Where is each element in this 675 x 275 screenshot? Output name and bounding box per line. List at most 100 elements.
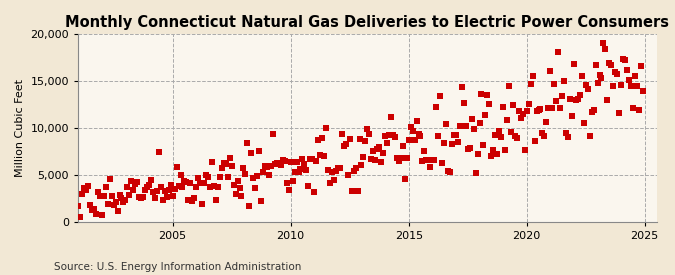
Point	[423, 158, 434, 163]
Point	[303, 184, 314, 189]
Point	[213, 185, 223, 189]
Point	[215, 175, 225, 179]
Point	[110, 200, 121, 205]
Point	[500, 147, 510, 152]
Point	[557, 94, 568, 98]
Point	[348, 169, 359, 173]
Point	[173, 184, 184, 188]
Point	[358, 154, 369, 159]
Point	[572, 97, 583, 101]
Point	[189, 195, 200, 200]
Point	[488, 148, 499, 152]
Point	[400, 177, 410, 182]
Point	[134, 195, 144, 199]
Point	[486, 153, 497, 158]
Point	[148, 190, 159, 194]
Point	[155, 185, 166, 189]
Point	[234, 186, 245, 190]
Point	[288, 178, 298, 183]
Point	[130, 182, 140, 186]
Point	[504, 84, 514, 88]
Point	[153, 150, 164, 154]
Point	[275, 163, 286, 167]
Point	[450, 133, 461, 138]
Point	[547, 105, 558, 110]
Point	[541, 119, 551, 124]
Point	[232, 179, 243, 183]
Point	[226, 164, 237, 169]
Point	[387, 133, 398, 137]
Point	[421, 158, 432, 162]
Point	[628, 106, 639, 111]
Point	[545, 69, 556, 73]
Point	[140, 188, 151, 192]
Point	[492, 152, 503, 156]
Point	[252, 174, 263, 178]
Point	[441, 122, 452, 127]
Point	[462, 147, 473, 151]
Point	[456, 84, 467, 89]
Point	[578, 121, 589, 125]
Point	[265, 164, 276, 168]
Point	[82, 183, 93, 188]
Point	[433, 134, 443, 138]
Point	[159, 189, 170, 193]
Point	[608, 84, 619, 88]
Point	[497, 105, 508, 109]
Point	[273, 162, 284, 167]
Point	[458, 101, 469, 106]
Point	[539, 134, 550, 138]
Point	[181, 180, 192, 185]
Point	[482, 93, 493, 98]
Point	[574, 93, 585, 98]
Point	[445, 170, 456, 174]
Point	[144, 182, 155, 187]
Point	[220, 162, 231, 166]
Point	[594, 73, 605, 78]
Point	[151, 189, 162, 194]
Point	[417, 159, 428, 163]
Point	[138, 195, 148, 199]
Point	[81, 188, 92, 192]
Point	[299, 162, 310, 167]
Point	[230, 191, 241, 196]
Point	[207, 160, 217, 164]
Point	[236, 194, 247, 198]
Point	[580, 83, 591, 87]
Point	[429, 158, 439, 163]
Point	[372, 147, 383, 152]
Point	[521, 109, 532, 114]
Point	[79, 186, 90, 191]
Point	[122, 185, 133, 189]
Point	[559, 79, 570, 83]
Point	[502, 118, 512, 122]
Point	[452, 140, 463, 144]
Point	[305, 156, 316, 161]
Point	[281, 181, 292, 185]
Point	[187, 199, 198, 203]
Point	[301, 168, 312, 172]
Point	[354, 137, 365, 141]
Point	[586, 110, 597, 115]
Point	[517, 112, 528, 116]
Point	[466, 117, 477, 122]
Point	[583, 87, 593, 91]
Point	[443, 169, 454, 173]
Point	[514, 109, 524, 113]
Point	[464, 146, 475, 150]
Point	[427, 158, 437, 163]
Point	[590, 63, 601, 68]
Point	[352, 189, 363, 193]
Point	[258, 170, 269, 175]
Point	[411, 119, 422, 124]
Point	[317, 136, 327, 140]
Point	[398, 144, 408, 148]
Point	[260, 164, 271, 169]
Point	[346, 189, 357, 193]
Point	[193, 175, 204, 180]
Point	[286, 160, 296, 165]
Point	[600, 46, 611, 51]
Point	[366, 156, 377, 161]
Point	[161, 194, 172, 199]
Point	[183, 198, 194, 202]
